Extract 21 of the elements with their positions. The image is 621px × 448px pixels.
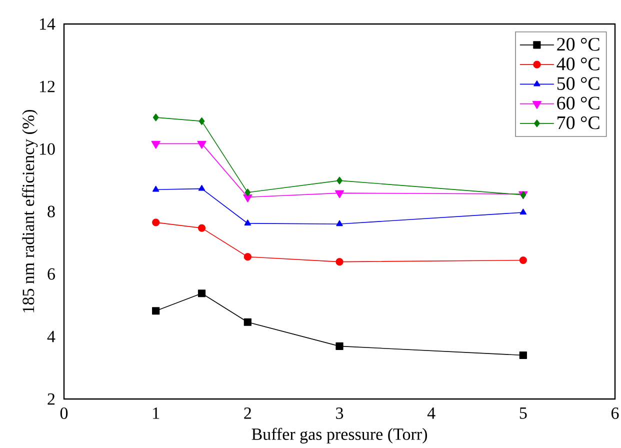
legend-label: 70 °C xyxy=(558,116,600,130)
x-tick-label: 4 xyxy=(427,408,436,419)
y-tick-label: 10 xyxy=(40,143,55,155)
y-axis-title: 185 nm radiant efficiency (%) xyxy=(22,110,38,312)
x-tick-label: 3 xyxy=(336,408,344,419)
legend-label: 60 °C xyxy=(557,96,600,110)
y-tick-label: 14 xyxy=(40,18,56,30)
legend-label: 20 °C xyxy=(557,38,600,51)
y-tick-label: 4 xyxy=(47,330,56,342)
y-tick-label: 12 xyxy=(40,80,55,92)
x-axis-title: Buffer gas pressure (Torr) xyxy=(252,428,428,444)
x-tick-label: 0 xyxy=(60,408,68,419)
x-tick-label: 5 xyxy=(520,408,527,419)
y-tick-label: 6 xyxy=(48,268,55,280)
legend-label: 40 °C xyxy=(556,58,600,70)
x-tick-label: 1 xyxy=(153,408,160,419)
y-tick-label: 2 xyxy=(48,393,55,405)
x-tick-label: 2 xyxy=(244,408,251,419)
y-tick-label: 8 xyxy=(48,206,55,218)
legend-label: 50 °C xyxy=(557,77,600,90)
x-tick-label: 6 xyxy=(611,408,619,419)
